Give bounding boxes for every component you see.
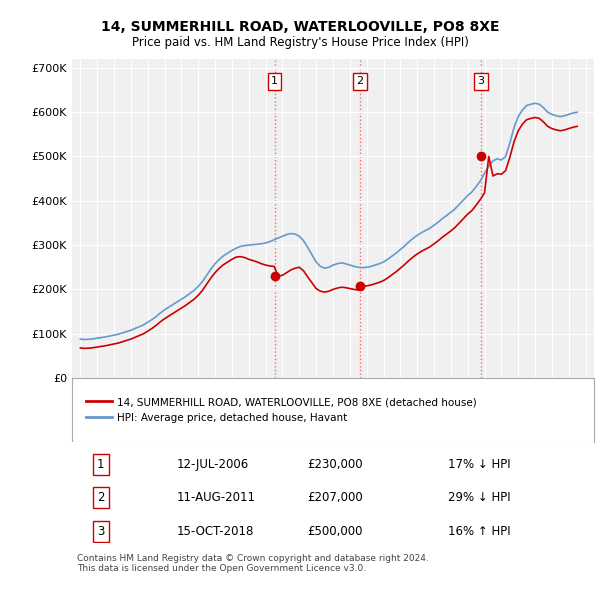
Text: 16% ↑ HPI: 16% ↑ HPI xyxy=(448,525,511,537)
Text: 12-JUL-2006: 12-JUL-2006 xyxy=(176,458,248,471)
Text: 2: 2 xyxy=(356,76,364,86)
Legend: 14, SUMMERHILL ROAD, WATERLOOVILLE, PO8 8XE (detached house), HPI: Average price: 14, SUMMERHILL ROAD, WATERLOOVILLE, PO8 … xyxy=(82,394,479,426)
Text: 14, SUMMERHILL ROAD, WATERLOOVILLE, PO8 8XE: 14, SUMMERHILL ROAD, WATERLOOVILLE, PO8 … xyxy=(101,19,499,34)
Text: 2: 2 xyxy=(97,491,104,504)
Text: 3: 3 xyxy=(97,525,104,537)
Text: 11-AUG-2011: 11-AUG-2011 xyxy=(176,491,256,504)
Text: Contains HM Land Registry data © Crown copyright and database right 2024.
This d: Contains HM Land Registry data © Crown c… xyxy=(77,554,429,573)
Text: 1: 1 xyxy=(271,76,278,86)
Text: 17% ↓ HPI: 17% ↓ HPI xyxy=(448,458,511,471)
Text: £500,000: £500,000 xyxy=(307,525,362,537)
Text: Price paid vs. HM Land Registry's House Price Index (HPI): Price paid vs. HM Land Registry's House … xyxy=(131,36,469,49)
Text: £230,000: £230,000 xyxy=(307,458,362,471)
Text: £207,000: £207,000 xyxy=(307,491,362,504)
Text: 15-OCT-2018: 15-OCT-2018 xyxy=(176,525,254,537)
Text: 29% ↓ HPI: 29% ↓ HPI xyxy=(448,491,511,504)
Text: 1: 1 xyxy=(97,458,104,471)
Text: 3: 3 xyxy=(478,76,485,86)
